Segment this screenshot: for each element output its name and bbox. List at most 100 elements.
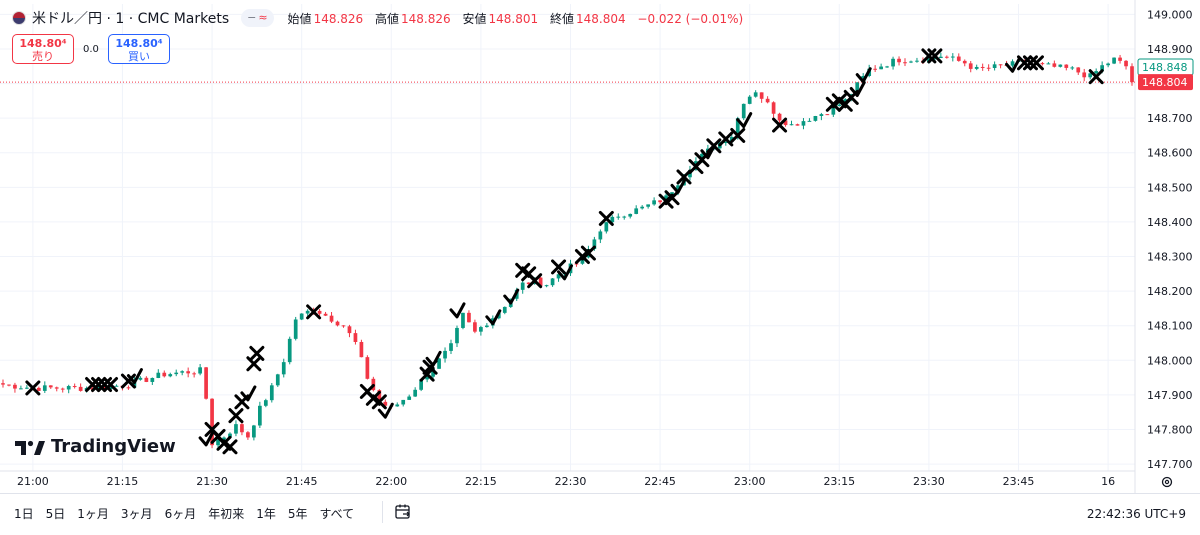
approx-icon: ≈ xyxy=(258,11,268,24)
period-3m[interactable]: 3ヶ月 xyxy=(120,507,153,521)
candle-body xyxy=(353,333,358,342)
y-tick-label: 149.000 xyxy=(1147,8,1193,21)
period-1m[interactable]: 1ヶ月 xyxy=(77,507,109,521)
trade-marker-x[interactable] xyxy=(120,373,136,389)
candle-body xyxy=(550,278,555,286)
candle-body xyxy=(1130,66,1134,83)
trade-marker-x[interactable] xyxy=(927,48,943,64)
trade-marker-check[interactable] xyxy=(240,385,257,402)
trade-marker-x[interactable] xyxy=(1088,69,1104,85)
trade-marker-x[interactable] xyxy=(664,190,680,206)
trade-marker-check[interactable] xyxy=(855,67,872,84)
trade-marker-x[interactable] xyxy=(706,138,722,154)
candle-body xyxy=(753,92,758,97)
x-tick-label: 21:00 xyxy=(17,475,49,488)
candle-body xyxy=(903,62,907,64)
ask-price-label: 148.848 xyxy=(1137,58,1194,76)
candle-body xyxy=(365,357,370,379)
trade-marker-check[interactable] xyxy=(198,430,215,447)
candle-body xyxy=(234,424,238,434)
candle-body xyxy=(180,371,185,373)
candle-body xyxy=(198,367,202,374)
date-range-icon[interactable] xyxy=(394,503,412,521)
candle-body xyxy=(263,400,268,406)
trade-marker-check[interactable] xyxy=(425,350,442,367)
y-tick-label: 148.300 xyxy=(1147,251,1193,264)
trade-marker-check[interactable] xyxy=(449,302,466,319)
trade-marker-x[interactable] xyxy=(772,117,788,133)
trade-marker-x[interactable] xyxy=(551,259,567,275)
ohlc-legend: 始値 148.826 高値 148.826 安値 148.801 終値 148.804 … xyxy=(288,10,752,27)
candle-body xyxy=(837,104,842,107)
candle-body xyxy=(735,118,740,137)
candle-body xyxy=(323,313,328,316)
trade-marker-x[interactable] xyxy=(103,377,119,393)
candle-body xyxy=(335,321,340,326)
period-6m[interactable]: 6ヶ月 xyxy=(164,507,197,521)
candle-body xyxy=(108,385,113,390)
candle-body xyxy=(485,325,489,328)
trade-marker-x[interactable] xyxy=(580,245,596,261)
trade-marker-x[interactable] xyxy=(249,345,265,361)
symbol-title[interactable]: 米ドル／円 · 1 · CMC Markets xyxy=(32,11,230,27)
candle-body xyxy=(622,216,627,218)
trade-marker-check[interactable] xyxy=(736,112,753,129)
candle-body xyxy=(42,385,47,391)
trade-marker-x[interactable] xyxy=(718,131,734,147)
trade-marker-x[interactable] xyxy=(371,394,387,410)
period-5y[interactable]: 5年 xyxy=(287,507,308,521)
trade-marker-check[interactable] xyxy=(503,288,520,305)
legend-toggle-pill[interactable]: − ≈ xyxy=(241,9,274,27)
x-tick-label: 23:45 xyxy=(1003,475,1035,488)
buy-button[interactable]: 148.80⁴ 買い xyxy=(108,34,170,64)
candle-body xyxy=(556,274,561,279)
tradingview-logo[interactable]: TradingView xyxy=(15,436,176,457)
change-value: −0.022 (−0.01%) xyxy=(637,11,744,26)
candle-body xyxy=(299,313,304,320)
candle-body xyxy=(646,204,650,207)
candle-body xyxy=(1052,63,1057,67)
trade-marker-x[interactable] xyxy=(25,380,41,396)
candle-body xyxy=(783,120,788,126)
trade-marker-x[interactable] xyxy=(676,169,692,185)
candle-body xyxy=(1010,61,1015,66)
candle-body xyxy=(449,343,453,351)
buy-label: 買い xyxy=(128,50,150,63)
trade-marker-check[interactable] xyxy=(849,80,866,97)
settings-gear-icon[interactable] xyxy=(1160,475,1174,489)
low-label: 安値 xyxy=(462,11,487,26)
period-5d[interactable]: 5日 xyxy=(45,507,66,521)
trade-marker-x[interactable] xyxy=(1028,55,1044,71)
candle-body xyxy=(66,386,71,390)
low-value: 148.801 xyxy=(488,11,539,26)
sell-button[interactable]: 148.80⁴ 売り xyxy=(12,34,74,64)
candle-body xyxy=(413,389,418,397)
trade-marker-x[interactable] xyxy=(228,408,244,424)
trade-marker-check[interactable] xyxy=(485,309,502,326)
candle-body xyxy=(395,404,400,407)
sell-label: 売り xyxy=(32,50,54,63)
y-tick-label: 148.700 xyxy=(1147,112,1193,125)
period-1d[interactable]: 1日 xyxy=(14,507,34,521)
period-ytd[interactable]: 年初来 xyxy=(208,507,245,521)
clock-timezone[interactable]: 22:42:36 UTC+9 xyxy=(1086,507,1186,521)
trade-marker-check[interactable] xyxy=(670,177,687,194)
open-label: 始値 xyxy=(287,11,312,26)
period-1y[interactable]: 1年 xyxy=(256,507,276,521)
candle-body xyxy=(1112,57,1116,64)
trade-marker-check[interactable] xyxy=(377,402,394,419)
trade-marker-x[interactable] xyxy=(730,127,746,143)
candle-body xyxy=(174,372,179,375)
trade-marker-x[interactable] xyxy=(598,210,614,226)
trade-marker-check[interactable] xyxy=(1005,56,1022,73)
candle-body xyxy=(168,374,173,377)
trade-marker-x[interactable] xyxy=(527,273,543,289)
period-all[interactable]: すべて xyxy=(319,507,355,521)
toolbar-separator xyxy=(382,501,383,523)
trade-marker-check[interactable] xyxy=(557,264,574,281)
trade-marker-x[interactable] xyxy=(222,439,238,455)
trade-marker-check[interactable] xyxy=(126,368,143,385)
x-tick-label: 21:45 xyxy=(286,475,318,488)
trade-marker-x[interactable] xyxy=(306,304,322,320)
